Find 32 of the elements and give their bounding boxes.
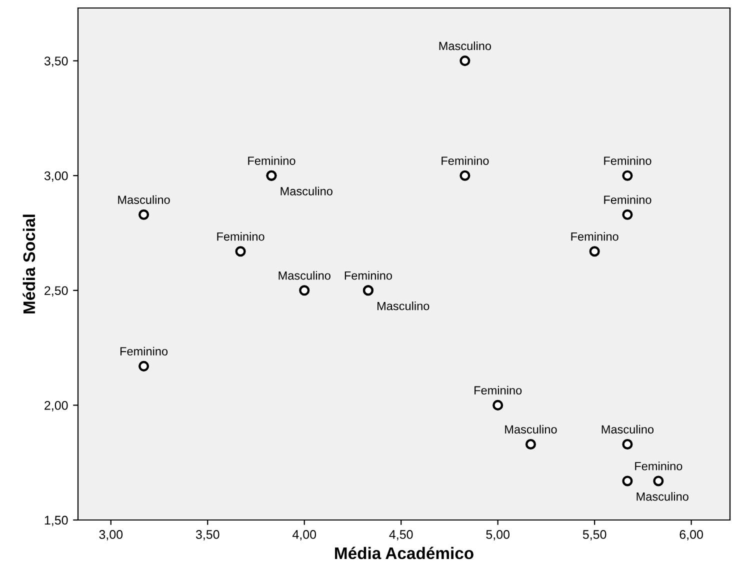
data-label: Masculino: [439, 41, 492, 50]
y-tick-label: 1,50: [44, 516, 68, 526]
data-label: Feminino: [120, 346, 168, 356]
x-tick-label: 3,50: [196, 530, 220, 540]
data-label: Masculino: [118, 195, 170, 204]
x-axis-title: Média Académico: [335, 546, 474, 560]
x-tick-label: 4,50: [389, 530, 413, 540]
y-tick-label: 3,00: [44, 171, 68, 182]
data-label: Feminino: [344, 271, 392, 280]
data-label: Masculino: [280, 186, 332, 196]
x-tick-label: 6,00: [680, 530, 703, 540]
data-label: Feminino: [571, 232, 618, 241]
y-tick-label: 2,00: [44, 401, 68, 412]
data-label: Feminino: [474, 386, 522, 395]
data-label: Feminino: [635, 462, 682, 470]
data-label: Masculino: [636, 492, 688, 501]
data-label: Masculino: [378, 302, 430, 310]
x-tick-label: 5,00: [486, 530, 510, 540]
data-label: Masculino: [602, 424, 654, 434]
x-tick-label: 4,00: [292, 530, 316, 540]
x-tick-label: 3,00: [99, 530, 123, 540]
x-tick-label: 5,50: [582, 530, 606, 540]
data-label: Feminino: [248, 156, 296, 165]
y-tick-label: 3,50: [44, 56, 68, 67]
data-label: Feminino: [217, 232, 264, 241]
y-axis-title: Média Social: [22, 214, 36, 314]
data-label: Feminino: [442, 156, 489, 165]
data-label: Masculino: [278, 271, 330, 280]
data-label: Feminino: [604, 195, 652, 204]
data-label: Masculino: [505, 424, 557, 434]
data-label: Feminino: [604, 156, 652, 165]
y-tick-label: 2,50: [44, 286, 68, 297]
